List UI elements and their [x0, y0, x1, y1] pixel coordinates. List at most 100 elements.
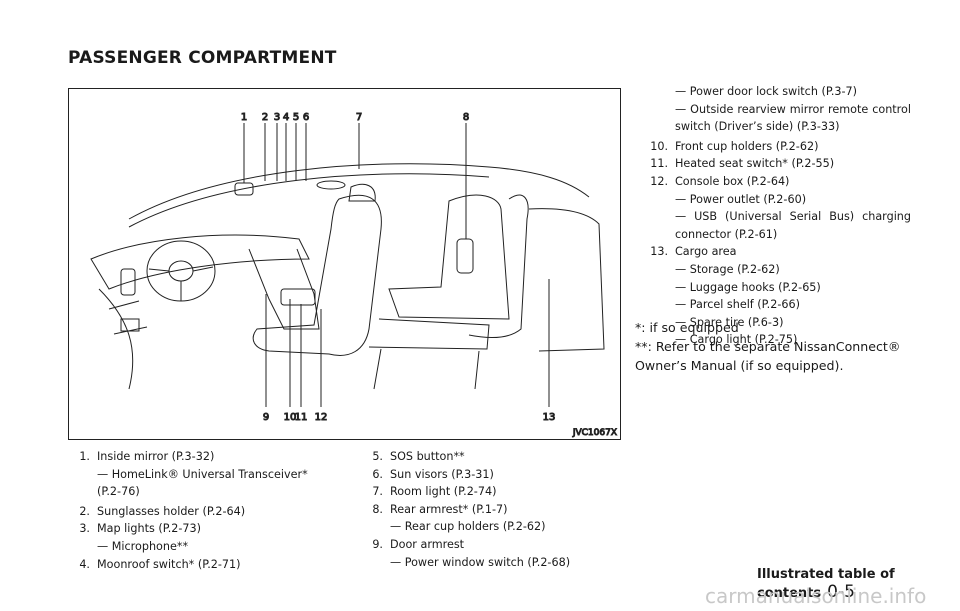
item-number: 12. [650, 174, 668, 188]
bottom-callouts: 9 10 11 12 13 [262, 412, 556, 424]
item-number: 6. [372, 467, 383, 481]
top-callouts: 1 2 3 4 5 6 7 8 [240, 112, 469, 124]
list-subitem: — Power door lock switch (P.3-7) [635, 83, 911, 101]
callout: 10 [284, 412, 297, 423]
page-title: PASSENGER COMPARTMENT [68, 48, 337, 68]
seat-legs [373, 348, 480, 390]
callout: 4 [283, 112, 289, 123]
cup-holders [280, 288, 316, 306]
subitem-text: — Power window switch (P.2-68) [390, 555, 571, 569]
leader-lines [243, 123, 550, 407]
item-number: 9. [372, 537, 383, 551]
item-number: 1. [79, 450, 90, 463]
footnote: *: if so equipped [635, 320, 739, 335]
item-text: Cargo area [675, 245, 737, 259]
item-text: SOS button** [390, 450, 465, 463]
subitem-text: — Microphone** [97, 539, 189, 553]
rear-seat-back [388, 194, 510, 320]
item-text: Sunglasses holder (P.2-64) [97, 504, 246, 518]
footnote: **: Refer to the separate NissanConnect®… [635, 339, 901, 373]
subitem-text: — USB (Universal Serial Bus) charging co… [675, 210, 911, 241]
subitem-text: — Luggage hooks (P.2-65) [675, 280, 821, 294]
list-subitem: — Rear cup holders (P.2-62) [350, 518, 610, 536]
list-item: 8. Rear armrest* (P.1-7) [350, 501, 610, 519]
interior-drawing: 1 2 3 4 5 6 7 8 9 10 11 12 13 JVC1067X [90, 112, 618, 439]
rear-armrest [456, 238, 474, 274]
list-column: 5. SOS button** 6. Sun visors (P.3-31) 7. R… [350, 448, 610, 571]
callout: 8 [463, 112, 469, 123]
page-footer: Illustrated table of contents 0-5 [757, 567, 960, 602]
list-item: 3. Map lights (P.2-73) [68, 520, 320, 538]
dashboard [90, 234, 310, 290]
item-number: 11. [650, 157, 668, 171]
list-subitem: — Parcel shelf (P.2-66) [635, 296, 911, 314]
list-item: 9. Door armrest [350, 536, 610, 554]
item-text: Console box (P.2-64) [675, 174, 790, 188]
item-number: 7. [372, 485, 383, 499]
watermark: carmanualsonline.info [705, 584, 927, 608]
callout: 12 [315, 412, 328, 423]
list-item: 7. Room light (P.2-74) [350, 483, 610, 501]
list-item: 4. Moonroof switch* (P.2-71) [68, 556, 320, 574]
callout: 11 [295, 412, 308, 423]
rear-seat-side [468, 194, 529, 338]
section-name: Illustrated table of contents [757, 567, 895, 601]
item-text: Moonroof switch* (P.2-71) [97, 557, 241, 571]
room-light [316, 180, 346, 190]
item-number: 8. [372, 502, 383, 516]
callout: 7 [356, 112, 362, 123]
list-subitem: — Cargo light (P.2-75) [635, 331, 911, 349]
item-text: Heated seat switch* (P.2-55) [675, 157, 835, 171]
steering-spokes [148, 266, 214, 301]
list-subitem: — Luggage hooks (P.2-65) [635, 279, 911, 297]
subitem-text: — Power door lock switch (P.3-7) [675, 85, 858, 98]
window-switch [120, 318, 140, 332]
list-item: 2. Sunglasses holder (P.2-64) [68, 503, 320, 521]
item-number: 2. [79, 504, 90, 518]
item-text: Inside mirror (P.3-32) [97, 450, 215, 463]
cargo-area [528, 208, 605, 352]
item-text: Map lights (P.2-73) [97, 522, 202, 536]
item-text: Rear armrest* (P.1-7) [390, 502, 508, 516]
list-item: 1. Inside mirror (P.3-32) [68, 448, 320, 466]
item-number: 3. [79, 522, 90, 536]
item-text: Room light (P.2-74) [390, 485, 497, 499]
subitem-text: — Parcel shelf (P.2-66) [675, 298, 800, 312]
item-text: Sun visors (P.3-31) [390, 467, 494, 481]
item-number: 10. [650, 139, 668, 153]
list-subitem: — Spare tire (P.6-3) [635, 314, 911, 332]
callout: 3 [274, 112, 280, 123]
figure-code: JVC1067X [572, 428, 617, 438]
callout: 9 [263, 412, 269, 423]
subitem-text: — Storage (P.2-62) [675, 262, 780, 276]
vent [120, 268, 136, 296]
list-subitem: — Power window switch (P.2-68) [350, 554, 610, 572]
page-number: 0-5 [827, 582, 855, 602]
list-subitem: — USB (Universal Serial Bus) charging co… [635, 208, 911, 243]
item-number: 13. [650, 245, 668, 259]
subitem-text: — HomeLink® Universal Transceiver* (P.2-… [97, 467, 308, 499]
figure: 1 2 3 4 5 6 7 8 9 10 11 12 13 JVC1067X [68, 88, 621, 440]
list-subitem: — Storage (P.2-62) [635, 261, 911, 279]
list-item: 6. Sun visors (P.3-31) [350, 466, 610, 484]
list-item: 5. SOS button** [350, 448, 610, 466]
list-subitem: — Power outlet (P.2-60) [635, 191, 911, 209]
subitem-text: — Spare tire (P.6-3) [675, 315, 784, 329]
callout: 1 [241, 112, 247, 123]
roof-line [128, 163, 590, 220]
item-text: Front cup holders (P.2-62) [675, 139, 819, 153]
rear-cushion [368, 318, 490, 350]
item-number: 5. [372, 450, 383, 463]
list-subitem: — HomeLink® Universal Transceiver* (P.2-… [68, 466, 320, 501]
item-text: Door armrest [390, 537, 465, 551]
callout: 5 [293, 112, 299, 123]
headliner [128, 173, 490, 228]
front-seat [252, 194, 382, 356]
callout: 2 [262, 112, 268, 123]
list-item: 12. Console box (P.2-64) [635, 173, 911, 191]
footnotes: *: if so equipped **: Refer to the separ… [635, 318, 915, 375]
list-column: 1. Inside mirror (P.3-32) — HomeLink® Uni… [68, 448, 320, 573]
subitem-text: — Outside rearview mirror remote control… [675, 102, 911, 134]
callout: 6 [303, 112, 309, 123]
